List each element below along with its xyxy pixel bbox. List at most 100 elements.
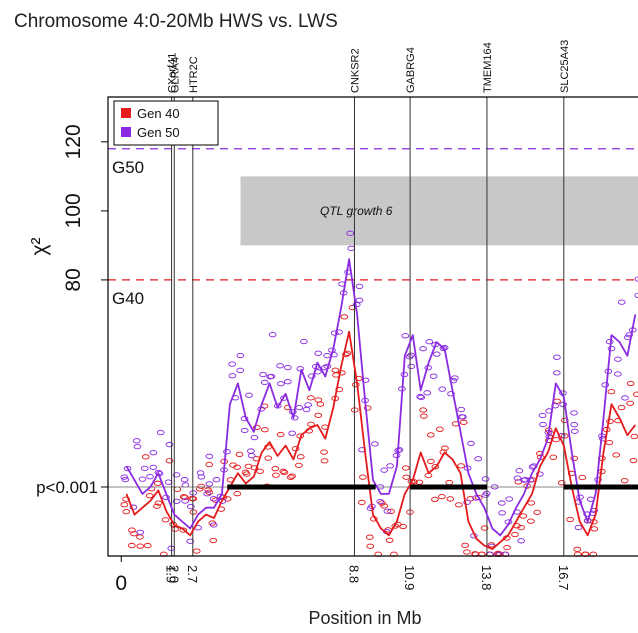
gen40-point [385, 537, 394, 543]
gene-label: SLC25A43 [559, 40, 571, 93]
gen50-point [203, 491, 212, 497]
gen50-point [228, 373, 237, 379]
gen40-point [517, 524, 525, 531]
gen40-point [340, 314, 349, 320]
gen50-point [186, 503, 195, 510]
gen40-point [480, 525, 489, 531]
gen50-point [277, 381, 285, 387]
gen50-point [386, 463, 394, 469]
gen50-point [180, 477, 189, 483]
gen50-point [247, 453, 256, 459]
gen50-point [295, 405, 304, 411]
gen50-point [380, 467, 389, 473]
gen40-point [527, 500, 536, 506]
gen50-point [228, 361, 237, 367]
gen50-point [149, 450, 158, 456]
gen50-point [481, 492, 490, 498]
gen40-point [351, 382, 360, 388]
gen40-point [189, 509, 198, 515]
gen40-point [209, 537, 218, 544]
gen40-point [365, 534, 374, 540]
gen50-point [361, 377, 370, 383]
gen40-point [153, 480, 162, 486]
gen50-point [240, 416, 249, 422]
legend-label: Gen 40 [137, 106, 180, 121]
gen40-point [241, 469, 250, 475]
gen40-point [366, 543, 375, 549]
gen50-point [302, 406, 311, 413]
gen40-point [127, 542, 136, 549]
gen50-point [120, 474, 129, 480]
gen40-point [256, 468, 264, 474]
gen40-point [626, 380, 635, 387]
gen50-point [552, 370, 561, 376]
gen50-point [439, 345, 448, 352]
gen50-point [245, 392, 253, 398]
gen50-point [634, 292, 638, 299]
gen40-point [337, 370, 346, 376]
gene-label: HTR2C [188, 56, 200, 93]
gene-position-label: 13.8 [479, 565, 494, 590]
gen50-point [570, 428, 579, 434]
gen50-point [121, 476, 130, 483]
gen40-point [606, 418, 614, 424]
gen50-point [517, 538, 526, 544]
gen50-point [268, 332, 277, 338]
threshold-label-g50: G50 [112, 158, 144, 177]
gen40-point [192, 548, 201, 554]
y-tick-label: 120 [62, 124, 85, 159]
gen50-point [133, 444, 142, 450]
qtl-box [240, 176, 638, 246]
gen50-point [288, 430, 297, 436]
gen50-point [172, 498, 181, 504]
gen50-point [457, 406, 466, 413]
gen40-point [276, 431, 285, 438]
gen40-point [419, 407, 428, 413]
gen50-point [209, 522, 218, 528]
gen50-point [236, 367, 245, 374]
gene-position-label: 16.7 [556, 565, 571, 590]
gen50-point [505, 496, 514, 502]
legend-label: Gen 50 [137, 125, 180, 140]
gen50-point [314, 350, 323, 356]
gen40-point [358, 499, 366, 506]
gen40-point [165, 458, 174, 464]
gen40-point [197, 483, 206, 490]
gen50-point [574, 524, 583, 531]
chart-title: Chromosome 4:0-20Mb HWS vs. LWS [14, 11, 338, 32]
gen50-point [376, 498, 385, 505]
gen40-point [233, 464, 242, 470]
gen50-point [236, 352, 245, 359]
gen50-point [423, 390, 432, 396]
gen50-point [601, 382, 610, 388]
gen50-point [416, 393, 425, 400]
gen40-point [435, 426, 444, 432]
gen50-point [346, 230, 355, 236]
gen50-point [260, 379, 269, 386]
gen40-point [205, 461, 214, 468]
gen40-point [272, 472, 280, 478]
gen40-point [511, 531, 519, 538]
gen40-point [560, 417, 569, 424]
gen50-point [300, 338, 308, 345]
gen40-point [420, 413, 428, 419]
gen50-point [559, 401, 568, 408]
gen40-point [204, 487, 213, 493]
gen50-point [212, 477, 221, 483]
gene-label: CXorf41 [167, 53, 179, 93]
gene-label: CNKSR2 [349, 48, 361, 93]
gen40-point [296, 454, 305, 460]
gen40-point [570, 455, 579, 461]
gene-label: GLRA4 [169, 57, 181, 93]
gen50-point [614, 356, 622, 362]
gene-position-label: 2.0 [166, 565, 181, 583]
gen50-point [355, 283, 364, 290]
gen50-point [621, 395, 629, 401]
gen40-point [128, 527, 136, 533]
gen40-point [431, 464, 440, 470]
gen40-point [557, 480, 566, 486]
gen40-point [620, 478, 629, 484]
gen50-point [607, 345, 616, 352]
gen50-point [250, 434, 259, 441]
gen40-point [402, 465, 410, 471]
